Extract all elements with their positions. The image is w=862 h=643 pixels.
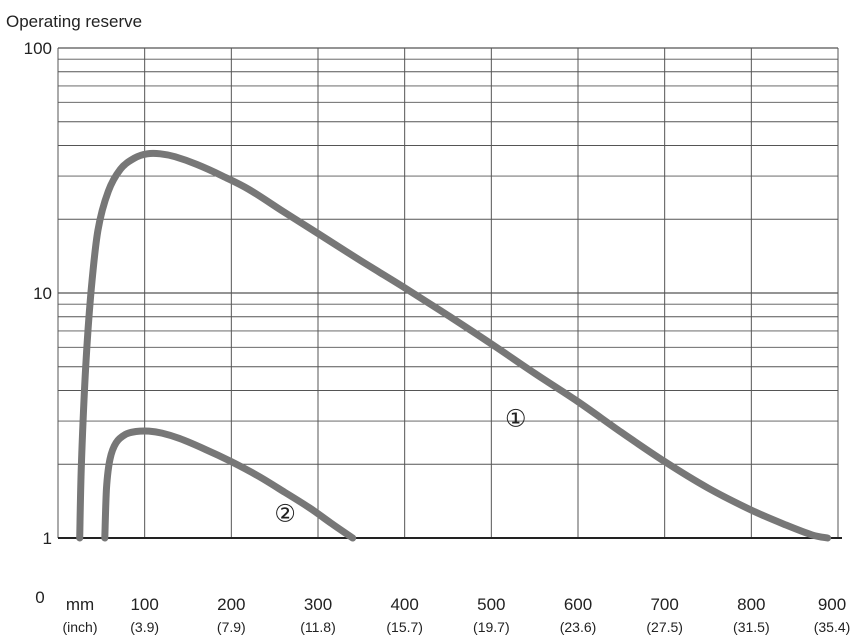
- y-zero-label: 0: [35, 588, 44, 607]
- x-tick-sublabel: (11.8): [300, 619, 336, 635]
- x-tick-label: 500: [477, 595, 505, 614]
- y-tick-labels: 1 10 100: [24, 39, 52, 548]
- x-tick-label: 900: [818, 595, 846, 614]
- x-tick-sublabel: (35.4): [814, 619, 851, 635]
- series-label-1: ①: [505, 405, 527, 433]
- y-tick-label: 1: [43, 529, 52, 548]
- grid: [57, 47, 842, 539]
- x-tick-label: 700: [650, 595, 678, 614]
- x-axis-unit: mm: [66, 595, 94, 614]
- x-tick-labels: 100 (3.9) 200 (7.9) 300 (11.8) 400 (15.7) 500 (19…: [130, 595, 850, 635]
- x-tick-label: 100: [130, 595, 158, 614]
- x-tick-sublabel: (31.5): [733, 619, 770, 635]
- x-tick-label: 600: [564, 595, 592, 614]
- x-tick-label: 200: [217, 595, 245, 614]
- annotations: ①②: [274, 405, 526, 528]
- series-line-2: [101, 427, 357, 542]
- x-tick-sublabel: (7.9): [217, 619, 246, 635]
- series-line-1: [76, 149, 832, 542]
- series-label-2: ②: [274, 500, 296, 528]
- x-tick-label: 400: [390, 595, 418, 614]
- y-axis-label: Operating reserve: [6, 12, 142, 31]
- x-tick-sublabel: (15.7): [386, 619, 423, 635]
- x-tick-sublabel: (19.7): [473, 619, 510, 635]
- x-tick-label: 300: [304, 595, 332, 614]
- x-tick-label: 800: [737, 595, 765, 614]
- x-tick-sublabel: (23.6): [560, 619, 597, 635]
- y-tick-label: 10: [33, 284, 52, 303]
- y-tick-label: 100: [24, 39, 52, 58]
- x-axis-unit-secondary: (inch): [62, 619, 97, 635]
- series-group: [76, 149, 832, 542]
- x-tick-sublabel: (3.9): [130, 619, 159, 635]
- x-tick-sublabel: (27.5): [646, 619, 683, 635]
